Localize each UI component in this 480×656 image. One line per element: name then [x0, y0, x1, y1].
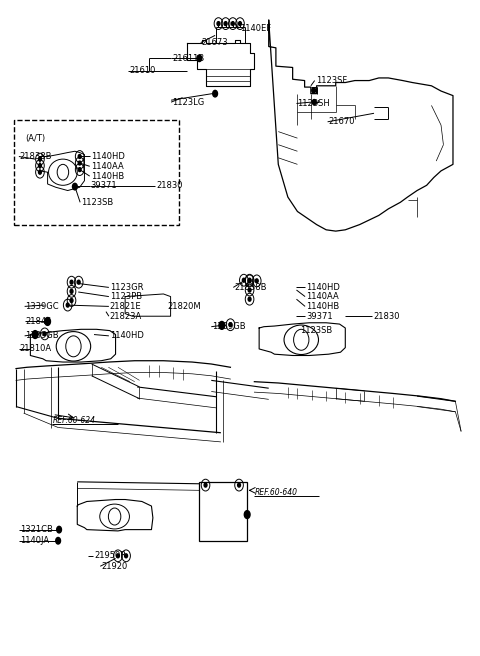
Circle shape	[217, 22, 220, 26]
Circle shape	[238, 483, 240, 487]
Circle shape	[70, 289, 73, 293]
Text: 21611B: 21611B	[172, 54, 204, 63]
Text: 1140AA: 1140AA	[306, 292, 339, 301]
Circle shape	[57, 526, 61, 533]
Text: REF.60-624: REF.60-624	[52, 417, 96, 426]
Circle shape	[312, 100, 316, 105]
Text: 21838B: 21838B	[20, 152, 52, 161]
Ellipse shape	[48, 159, 77, 185]
Circle shape	[38, 157, 41, 161]
Text: 21670: 21670	[328, 117, 355, 127]
Circle shape	[72, 183, 77, 190]
Text: 1140HD: 1140HD	[91, 152, 124, 161]
Circle shape	[231, 22, 234, 26]
Text: (A/T): (A/T)	[25, 134, 46, 142]
Circle shape	[224, 22, 227, 26]
Bar	[199, 482, 247, 541]
Circle shape	[117, 554, 120, 558]
Text: 1123PB: 1123PB	[110, 292, 142, 301]
Circle shape	[78, 168, 81, 172]
Text: 21820M: 21820M	[167, 302, 201, 311]
Circle shape	[45, 318, 50, 325]
Text: 21830: 21830	[156, 182, 183, 190]
Text: 21823A: 21823A	[110, 312, 142, 321]
Text: 21830: 21830	[373, 312, 399, 321]
Text: 1140JA: 1140JA	[20, 536, 49, 545]
Circle shape	[38, 171, 41, 174]
Text: 21920: 21920	[101, 562, 128, 571]
Ellipse shape	[100, 504, 130, 529]
Text: 39371: 39371	[91, 182, 117, 190]
Circle shape	[248, 279, 251, 283]
Text: 1123SH: 1123SH	[298, 99, 330, 108]
Circle shape	[242, 278, 245, 282]
Text: 21821E: 21821E	[110, 302, 142, 311]
Circle shape	[213, 91, 217, 97]
Circle shape	[239, 22, 241, 26]
Text: 1123SB: 1123SB	[81, 198, 113, 207]
Bar	[14, 120, 179, 224]
Circle shape	[244, 510, 250, 518]
Text: 21838B: 21838B	[234, 283, 267, 292]
Text: 1123SB: 1123SB	[300, 326, 332, 335]
Circle shape	[70, 298, 73, 302]
Text: 1140HD: 1140HD	[110, 331, 144, 340]
Text: 21810A: 21810A	[20, 344, 52, 354]
Text: 1339GC: 1339GC	[25, 302, 59, 311]
Text: 21673: 21673	[202, 38, 228, 47]
Circle shape	[204, 483, 207, 487]
Circle shape	[255, 279, 258, 283]
Text: 1140AA: 1140AA	[91, 162, 123, 171]
Ellipse shape	[284, 325, 319, 354]
Circle shape	[32, 331, 38, 338]
Circle shape	[125, 554, 128, 558]
Circle shape	[70, 280, 73, 284]
Circle shape	[43, 332, 46, 336]
Circle shape	[78, 155, 81, 159]
Text: 1140HB: 1140HB	[91, 172, 124, 180]
Text: 1123LG: 1123LG	[172, 98, 204, 107]
Text: 21950R: 21950R	[94, 551, 126, 560]
Text: 1321CB: 1321CB	[20, 525, 53, 534]
Circle shape	[197, 55, 202, 62]
Text: 21845: 21845	[25, 317, 52, 326]
Text: 1140HB: 1140HB	[306, 302, 339, 311]
Circle shape	[219, 321, 225, 329]
Text: 1123SF: 1123SF	[317, 76, 348, 85]
Text: 1123GR: 1123GR	[110, 283, 144, 292]
Circle shape	[56, 537, 60, 544]
Text: 1140HD: 1140HD	[306, 283, 340, 292]
Text: 1140EF: 1140EF	[240, 24, 271, 33]
Circle shape	[248, 297, 251, 301]
Circle shape	[312, 88, 316, 93]
Circle shape	[77, 280, 80, 284]
Circle shape	[38, 164, 41, 168]
Circle shape	[248, 278, 251, 282]
Text: REF.60-640: REF.60-640	[254, 489, 297, 497]
Text: 1339GB: 1339GB	[212, 322, 246, 331]
Circle shape	[229, 323, 232, 327]
Text: 21610: 21610	[129, 66, 156, 75]
Ellipse shape	[56, 331, 91, 361]
Circle shape	[66, 303, 69, 307]
Circle shape	[78, 161, 81, 165]
Circle shape	[248, 288, 251, 292]
Text: 1339GB: 1339GB	[25, 331, 59, 340]
Text: 39371: 39371	[306, 312, 333, 321]
